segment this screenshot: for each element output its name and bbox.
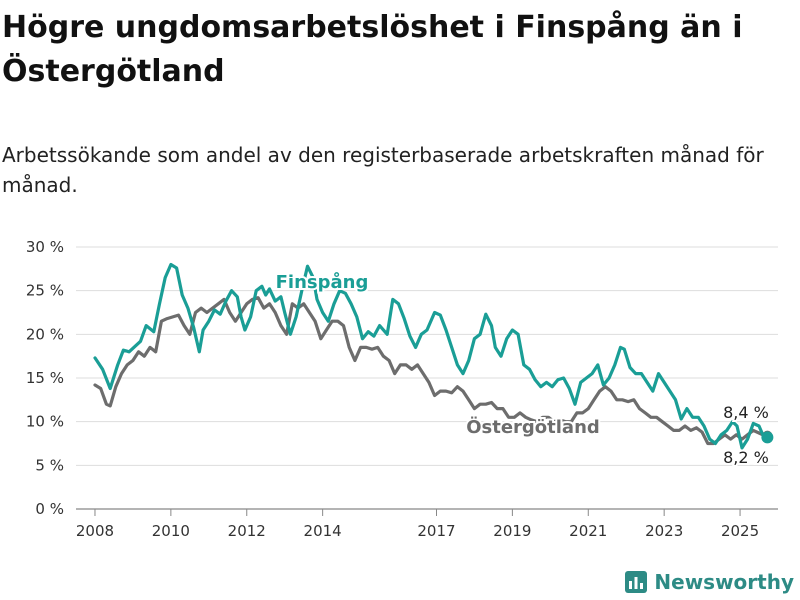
x-tick-label: 2025 [721, 522, 759, 540]
x-tick-label: 2010 [152, 522, 190, 540]
series-lines [93, 262, 774, 450]
y-tick-label: 15 % [26, 369, 64, 387]
end-point-finspang [761, 431, 774, 444]
y-tick-label: 30 % [26, 238, 64, 256]
x-tick-label: 2014 [304, 522, 342, 540]
y-axis-ticks: 0 % 5 % 10 % 15 % 20 % 25 % 30 % [26, 238, 64, 518]
y-tick-label: 25 % [26, 282, 64, 300]
page-title: Högre ungdomsarbetslöshet i Finspång än … [2, 10, 743, 89]
y-tick-label: 20 % [26, 325, 64, 343]
series-label-ostergotland: Östergötland [466, 416, 600, 438]
x-tick-label: 2008 [76, 522, 114, 540]
series-labels: Finspång Östergötland 8,4 % 8,2 % [274, 269, 771, 469]
x-tick-label: 2019 [493, 522, 531, 540]
chart-subtitle: Arbetssökande som andel av den registerb… [2, 143, 764, 197]
end-label-ostergotland: 8,4 % [723, 403, 769, 422]
series-line-finspang [93, 262, 769, 450]
newsworthy-logo-icon [625, 571, 648, 593]
x-tick-label: 2012 [228, 522, 266, 540]
series-line-ostergotland [93, 296, 769, 446]
end-label-finspang: 8,2 % [723, 448, 769, 467]
x-tick-label: 2017 [417, 522, 455, 540]
x-tick-label: 2021 [569, 522, 607, 540]
newsworthy-logo: Newsworthy [624, 570, 794, 594]
x-tick-label: 2023 [645, 522, 683, 540]
y-tick-label: 5 % [35, 456, 64, 474]
x-axis: 2008 2010 2012 2014 2017 2019 2021 2023 2025 [76, 509, 759, 540]
y-tick-label: 10 % [26, 413, 64, 431]
series-label-finspang: Finspång [276, 271, 369, 293]
y-tick-label: 0 % [35, 500, 64, 518]
brand-name: Newsworthy [654, 570, 794, 594]
